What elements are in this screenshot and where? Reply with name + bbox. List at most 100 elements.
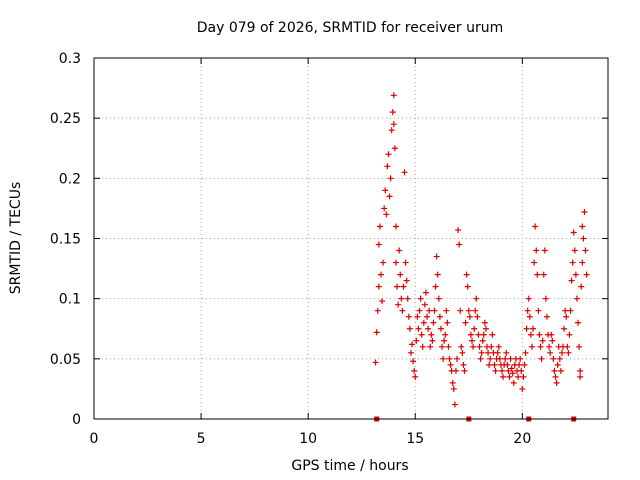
data-point <box>420 319 427 326</box>
data-point <box>464 283 471 290</box>
data-point <box>422 289 429 296</box>
data-point <box>463 271 470 278</box>
data-point <box>384 163 391 170</box>
data-point <box>577 373 584 380</box>
data-point <box>377 271 384 278</box>
x-tick-label: 10 <box>299 431 317 447</box>
data-point <box>449 379 456 386</box>
data-point <box>571 247 578 254</box>
data-point <box>554 361 561 368</box>
data-point <box>478 349 485 356</box>
y-tick-label: 0.2 <box>59 171 81 187</box>
data-point <box>549 337 556 344</box>
data-point <box>428 331 435 338</box>
data-point <box>510 379 517 386</box>
data-point <box>494 349 501 356</box>
data-point <box>451 401 458 408</box>
data-point <box>383 211 390 218</box>
data-point <box>405 313 412 320</box>
data-point <box>515 373 522 380</box>
data-point <box>518 367 525 374</box>
data-point <box>416 307 423 314</box>
data-point <box>406 325 413 332</box>
data-point <box>486 361 493 368</box>
data-point <box>541 247 548 254</box>
data-point <box>496 355 503 362</box>
data-point <box>473 295 480 302</box>
data-point <box>388 127 395 134</box>
data-point <box>558 349 565 356</box>
data-point <box>430 319 437 326</box>
data-point <box>524 307 531 314</box>
data-point <box>553 379 560 386</box>
data-point <box>447 361 454 368</box>
data-point <box>397 271 404 278</box>
data-point <box>475 331 482 338</box>
data-point <box>487 355 494 362</box>
data-point <box>415 325 422 332</box>
x-axis-label: GPS time / hours <box>291 458 408 474</box>
data-point <box>532 223 539 230</box>
data-point <box>556 355 563 362</box>
data-point <box>375 283 382 290</box>
data-point <box>575 319 582 326</box>
data-point <box>562 307 569 314</box>
data-point <box>425 325 432 332</box>
data-point <box>539 337 546 344</box>
axis-ticks: 0 0.05 0.1 0.15 0.2 0.25 0.3 0 5 10 15 20 <box>50 51 608 447</box>
data-point <box>431 307 438 314</box>
data-point <box>561 325 568 332</box>
data-point <box>579 223 586 230</box>
data-point <box>582 247 589 254</box>
data-point <box>489 331 496 338</box>
data-point <box>580 235 587 242</box>
data-point <box>381 205 388 212</box>
data-point <box>565 349 572 356</box>
data-point <box>576 343 583 350</box>
data-point <box>391 145 398 152</box>
y-tick-label: 0.15 <box>50 232 81 248</box>
data-point <box>550 355 557 362</box>
data-point <box>409 341 416 348</box>
data-point <box>442 331 449 338</box>
data-point <box>399 307 406 314</box>
data-point <box>481 319 488 326</box>
data-point <box>456 241 463 248</box>
data-point <box>390 92 397 99</box>
data-point <box>446 355 453 362</box>
data-point <box>426 307 433 314</box>
data-point <box>450 385 457 392</box>
y-tick-label: 0.25 <box>50 111 81 127</box>
data-point <box>466 313 473 320</box>
data-point <box>379 298 386 305</box>
data-point <box>495 343 502 350</box>
data-point <box>387 175 394 182</box>
data-point <box>488 343 495 350</box>
data-point <box>552 373 559 380</box>
plot-frame <box>93 57 609 420</box>
x-tick-label: 20 <box>513 431 531 447</box>
data-point <box>411 367 418 374</box>
data-point <box>455 227 462 234</box>
data-point <box>418 331 425 338</box>
data-point <box>569 259 576 266</box>
data-point <box>527 331 534 338</box>
data-point <box>472 307 479 314</box>
x-tick-label: 5 <box>197 431 206 447</box>
data-point <box>414 313 421 320</box>
data-point <box>506 373 513 380</box>
data-point <box>504 361 511 368</box>
data-point <box>462 319 469 326</box>
data-point <box>485 349 492 356</box>
data-point <box>407 349 414 356</box>
data-point <box>502 355 509 362</box>
data-point <box>537 343 544 350</box>
data-point <box>476 343 483 350</box>
data-point <box>528 343 535 350</box>
data-points <box>372 92 590 408</box>
data-point <box>437 325 444 332</box>
data-point <box>520 373 527 380</box>
data-point <box>470 343 477 350</box>
data-point <box>440 355 447 362</box>
